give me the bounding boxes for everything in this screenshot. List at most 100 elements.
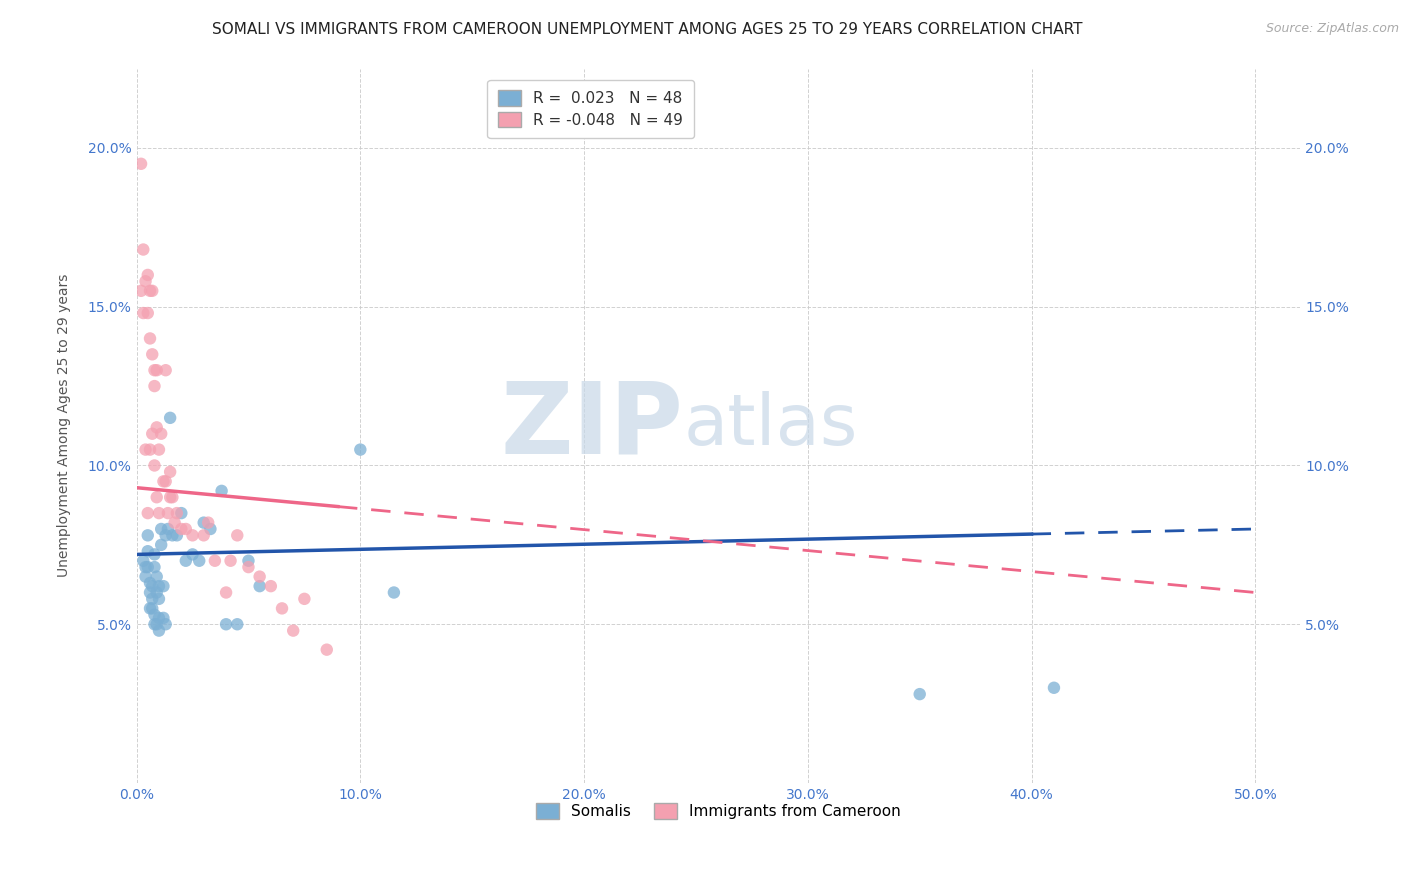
Legend: Somalis, Immigrants from Cameroon: Somalis, Immigrants from Cameroon (530, 797, 907, 825)
Point (143, 560, 166, 574)
Point (249, 569, 271, 583)
Point (148, 579, 170, 593)
Text: Source: ZipAtlas.com: Source: ZipAtlas.com (1265, 22, 1399, 36)
Point (145, 569, 167, 583)
Point (139, 284, 162, 298)
Point (174, 522, 197, 536)
Point (349, 442, 371, 457)
Point (145, 585, 167, 599)
Point (145, 617, 167, 632)
Point (159, 490, 181, 504)
Text: SOMALI VS IMMIGRANTS FROM CAMEROON UNEMPLOYMENT AMONG AGES 25 TO 29 YEARS CORREL: SOMALI VS IMMIGRANTS FROM CAMEROON UNEMP… (211, 22, 1083, 37)
Point (155, 617, 177, 632)
Point (143, 363, 166, 377)
Point (141, 347, 163, 361)
Text: ZIP: ZIP (501, 377, 683, 475)
Point (197, 516, 219, 530)
Point (163, 516, 186, 530)
Point (271, 601, 294, 615)
Point (155, 363, 177, 377)
Point (139, 576, 162, 591)
Point (135, 274, 157, 288)
Point (162, 490, 184, 504)
Point (260, 579, 283, 593)
Point (152, 475, 174, 489)
Point (156, 522, 179, 536)
Point (292, 591, 315, 606)
Point (136, 268, 159, 282)
Point (148, 442, 170, 457)
Point (136, 560, 159, 574)
Point (226, 528, 249, 542)
Point (238, 554, 260, 568)
Point (145, 363, 167, 377)
Point (150, 522, 173, 536)
Point (249, 579, 271, 593)
Point (152, 579, 174, 593)
Point (908, 687, 931, 701)
Point (143, 607, 166, 622)
Point (382, 585, 405, 599)
Point (141, 579, 163, 593)
Point (283, 624, 305, 638)
Point (132, 243, 155, 257)
Point (204, 554, 226, 568)
Point (135, 560, 157, 574)
Point (141, 601, 163, 615)
Point (148, 506, 170, 520)
Point (315, 642, 337, 657)
Point (170, 506, 193, 520)
Point (136, 306, 159, 320)
Point (143, 379, 166, 393)
Point (193, 528, 215, 542)
Point (145, 490, 167, 504)
Y-axis label: Unemployment Among Ages 25 to 29 years: Unemployment Among Ages 25 to 29 years (58, 274, 72, 577)
Point (136, 544, 159, 558)
Point (215, 585, 238, 599)
Point (1043, 681, 1066, 695)
Point (181, 528, 204, 542)
Point (188, 554, 211, 568)
Point (148, 611, 170, 625)
Point (141, 426, 163, 441)
Point (166, 506, 188, 520)
Point (139, 331, 162, 345)
Point (139, 585, 162, 599)
Point (159, 465, 181, 479)
Point (162, 528, 184, 542)
Point (226, 617, 249, 632)
Point (150, 538, 173, 552)
Point (141, 284, 163, 298)
Point (215, 617, 238, 632)
Point (155, 528, 177, 542)
Point (135, 569, 157, 583)
Point (136, 528, 159, 542)
Point (193, 516, 215, 530)
Point (136, 506, 159, 520)
Point (150, 426, 173, 441)
Point (132, 306, 155, 320)
Point (143, 548, 166, 562)
Point (129, 157, 152, 171)
Point (174, 554, 197, 568)
Point (132, 554, 155, 568)
Point (156, 506, 179, 520)
Point (139, 601, 162, 615)
Point (155, 475, 177, 489)
Point (139, 442, 162, 457)
Point (238, 560, 260, 574)
Point (129, 284, 152, 298)
Point (181, 548, 204, 562)
Point (219, 554, 242, 568)
Point (200, 522, 222, 536)
Point (159, 410, 181, 425)
Point (143, 617, 166, 632)
Point (145, 420, 167, 434)
Point (135, 442, 157, 457)
Point (211, 483, 233, 498)
Point (143, 458, 166, 473)
Point (141, 591, 163, 606)
Point (148, 591, 170, 606)
Point (166, 528, 188, 542)
Point (148, 624, 170, 638)
